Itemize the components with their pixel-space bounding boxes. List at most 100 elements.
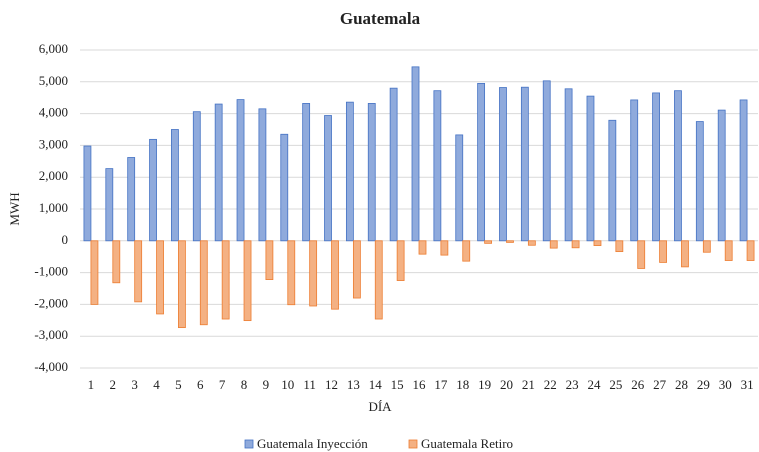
- y-tick-label: -4,000: [34, 359, 68, 374]
- bar: [287, 240, 296, 306]
- x-tick-label: 3: [131, 377, 138, 392]
- bar: [243, 240, 252, 322]
- bar: [477, 82, 486, 242]
- bar: [345, 101, 354, 242]
- x-tick-label: 7: [219, 377, 226, 392]
- y-tick-label: 0: [62, 232, 69, 247]
- legend-label: Guatemala Retiro: [421, 436, 513, 451]
- bar: [542, 80, 551, 242]
- bar: [112, 240, 121, 284]
- y-tick-label: -1,000: [34, 264, 68, 279]
- bar: [367, 103, 376, 242]
- x-tick-label: 20: [500, 377, 513, 392]
- bar: [659, 240, 667, 263]
- x-tick-label: 10: [281, 377, 294, 392]
- y-axis-label: MWH: [7, 192, 22, 225]
- x-tick-label: 14: [369, 377, 383, 392]
- bar: [258, 108, 267, 242]
- x-tick-label: 5: [175, 377, 182, 392]
- bar: [571, 240, 580, 249]
- bar: [178, 240, 186, 329]
- bar: [156, 240, 164, 315]
- bar: [717, 109, 726, 242]
- x-tick-label: 8: [241, 377, 248, 392]
- x-axis-label: DÍA: [368, 399, 392, 414]
- x-tick-label: 30: [719, 377, 732, 392]
- bar: [149, 138, 157, 242]
- x-tick-label: 4: [153, 377, 160, 392]
- x-tick-label: 21: [522, 377, 535, 392]
- bar: [739, 99, 748, 242]
- x-tick-label: 26: [631, 377, 645, 392]
- x-tick-label: 23: [566, 377, 579, 392]
- y-tick-label: 2,000: [39, 168, 68, 183]
- bar: [637, 240, 646, 269]
- y-tick-label: 1,000: [39, 200, 68, 215]
- bar: [724, 240, 733, 261]
- bar: [681, 240, 689, 268]
- bar: [265, 240, 274, 280]
- bar: [418, 240, 427, 255]
- bar: [484, 240, 493, 244]
- bar: [134, 240, 143, 303]
- x-tick-label: 28: [675, 377, 688, 392]
- y-tick-label: -2,000: [34, 295, 68, 310]
- bar: [127, 157, 136, 242]
- x-tick-label: 22: [544, 377, 557, 392]
- bar: [324, 115, 332, 242]
- bar: [527, 240, 536, 246]
- x-tick-label: 6: [197, 377, 204, 392]
- bar: [83, 145, 92, 242]
- x-tick-label: 2: [110, 377, 117, 392]
- y-tick-label: 5,000: [39, 73, 68, 88]
- x-tick-label: 9: [263, 377, 270, 392]
- x-tick-label: 24: [587, 377, 601, 392]
- bar: [374, 240, 383, 320]
- bar: [630, 99, 639, 242]
- y-tick-label: 4,000: [39, 105, 68, 120]
- bar: [90, 240, 99, 305]
- y-tick-label: -3,000: [34, 327, 68, 342]
- bar: [331, 240, 339, 310]
- chart-title: Guatemala: [340, 9, 421, 28]
- bar: [221, 240, 230, 320]
- bar: [389, 87, 398, 242]
- bar: [411, 66, 420, 242]
- legend-swatch: [408, 439, 418, 449]
- bar: [302, 103, 311, 242]
- bar: [396, 240, 405, 281]
- bar: [455, 134, 464, 242]
- bar: [674, 90, 682, 242]
- x-tick-label: 18: [456, 377, 469, 392]
- bar: [440, 240, 449, 256]
- bar: [615, 240, 624, 253]
- bar: [236, 99, 245, 242]
- bar: [608, 119, 617, 242]
- bar: [199, 240, 208, 326]
- bar: [564, 88, 573, 242]
- bar: [433, 90, 442, 242]
- bar: [586, 95, 595, 242]
- legend-label: Guatemala Inyección: [257, 436, 368, 451]
- bar: [549, 240, 558, 249]
- x-tick-label: 12: [325, 377, 338, 392]
- bar: [171, 129, 179, 242]
- x-tick-label: 13: [347, 377, 360, 392]
- bar: [462, 240, 471, 262]
- y-tick-label: 3,000: [39, 136, 68, 151]
- bar: [702, 240, 711, 253]
- bar: [192, 111, 201, 242]
- bar: [105, 168, 114, 242]
- legend-swatch: [244, 439, 254, 449]
- x-tick-label: 11: [303, 377, 316, 392]
- x-tick-label: 16: [413, 377, 427, 392]
- bar: [695, 121, 704, 242]
- x-tick-label: 27: [653, 377, 667, 392]
- x-tick-label: 25: [609, 377, 622, 392]
- bar: [746, 240, 755, 261]
- bar: [593, 240, 602, 246]
- bar: [499, 87, 507, 242]
- bar: [352, 240, 361, 299]
- bar: [506, 240, 514, 243]
